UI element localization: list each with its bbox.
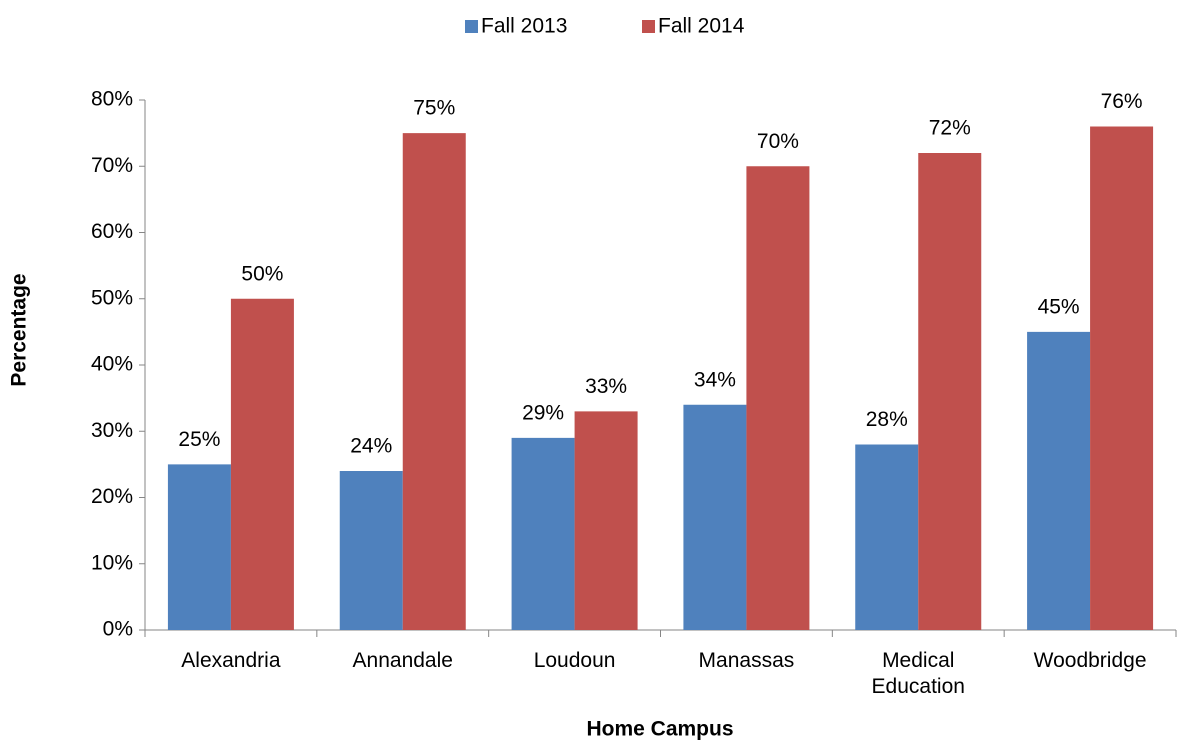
x-tick-label: Annandale [352, 649, 453, 672]
x-tick-label: Woodbridge [1033, 649, 1147, 672]
data-label: 45% [1038, 295, 1080, 318]
bar [511, 437, 575, 630]
y-tick-label: 0% [103, 618, 133, 641]
bar [746, 166, 810, 630]
y-tick-label: 40% [91, 353, 133, 376]
data-label: 34% [694, 368, 736, 391]
y-tick-label: 10% [91, 551, 133, 574]
x-tick-label: Loudoun [533, 649, 616, 672]
y-tick-label: 50% [91, 286, 133, 309]
data-label: 72% [929, 117, 971, 140]
bar [574, 411, 638, 630]
data-label: 24% [350, 435, 392, 458]
bar [1027, 331, 1091, 630]
data-label: 33% [585, 375, 627, 398]
bar [1090, 126, 1154, 630]
x-tick-label: Manassas [698, 649, 795, 672]
y-tick-label: 70% [91, 154, 133, 177]
x-axis-label: Home Campus [586, 718, 733, 741]
legend-label: Fall 2013 [481, 15, 567, 38]
data-label: 70% [757, 130, 799, 153]
bar [683, 404, 747, 630]
data-label: 50% [241, 262, 283, 285]
bar [918, 153, 982, 630]
bar [339, 471, 403, 630]
legend-label: Fall 2014 [658, 15, 745, 38]
x-tick-label: Alexandria [181, 649, 281, 672]
x-tick-label: Medical Education [871, 649, 965, 698]
bar [402, 133, 466, 630]
data-label: 28% [866, 408, 908, 431]
y-tick-label: 30% [91, 419, 133, 442]
data-label: 75% [413, 97, 455, 120]
data-label: 76% [1101, 90, 1143, 113]
bar [167, 464, 231, 630]
y-tick-label: 80% [91, 88, 133, 111]
y-axis-label: Percentage [8, 273, 31, 386]
y-tick-label: 60% [91, 220, 133, 243]
legend-swatch [642, 20, 655, 33]
data-label: 29% [522, 401, 564, 424]
bar [855, 444, 919, 630]
bar [230, 298, 294, 630]
data-label: 25% [178, 428, 220, 451]
legend-swatch [465, 20, 478, 33]
y-tick-label: 20% [91, 485, 133, 508]
